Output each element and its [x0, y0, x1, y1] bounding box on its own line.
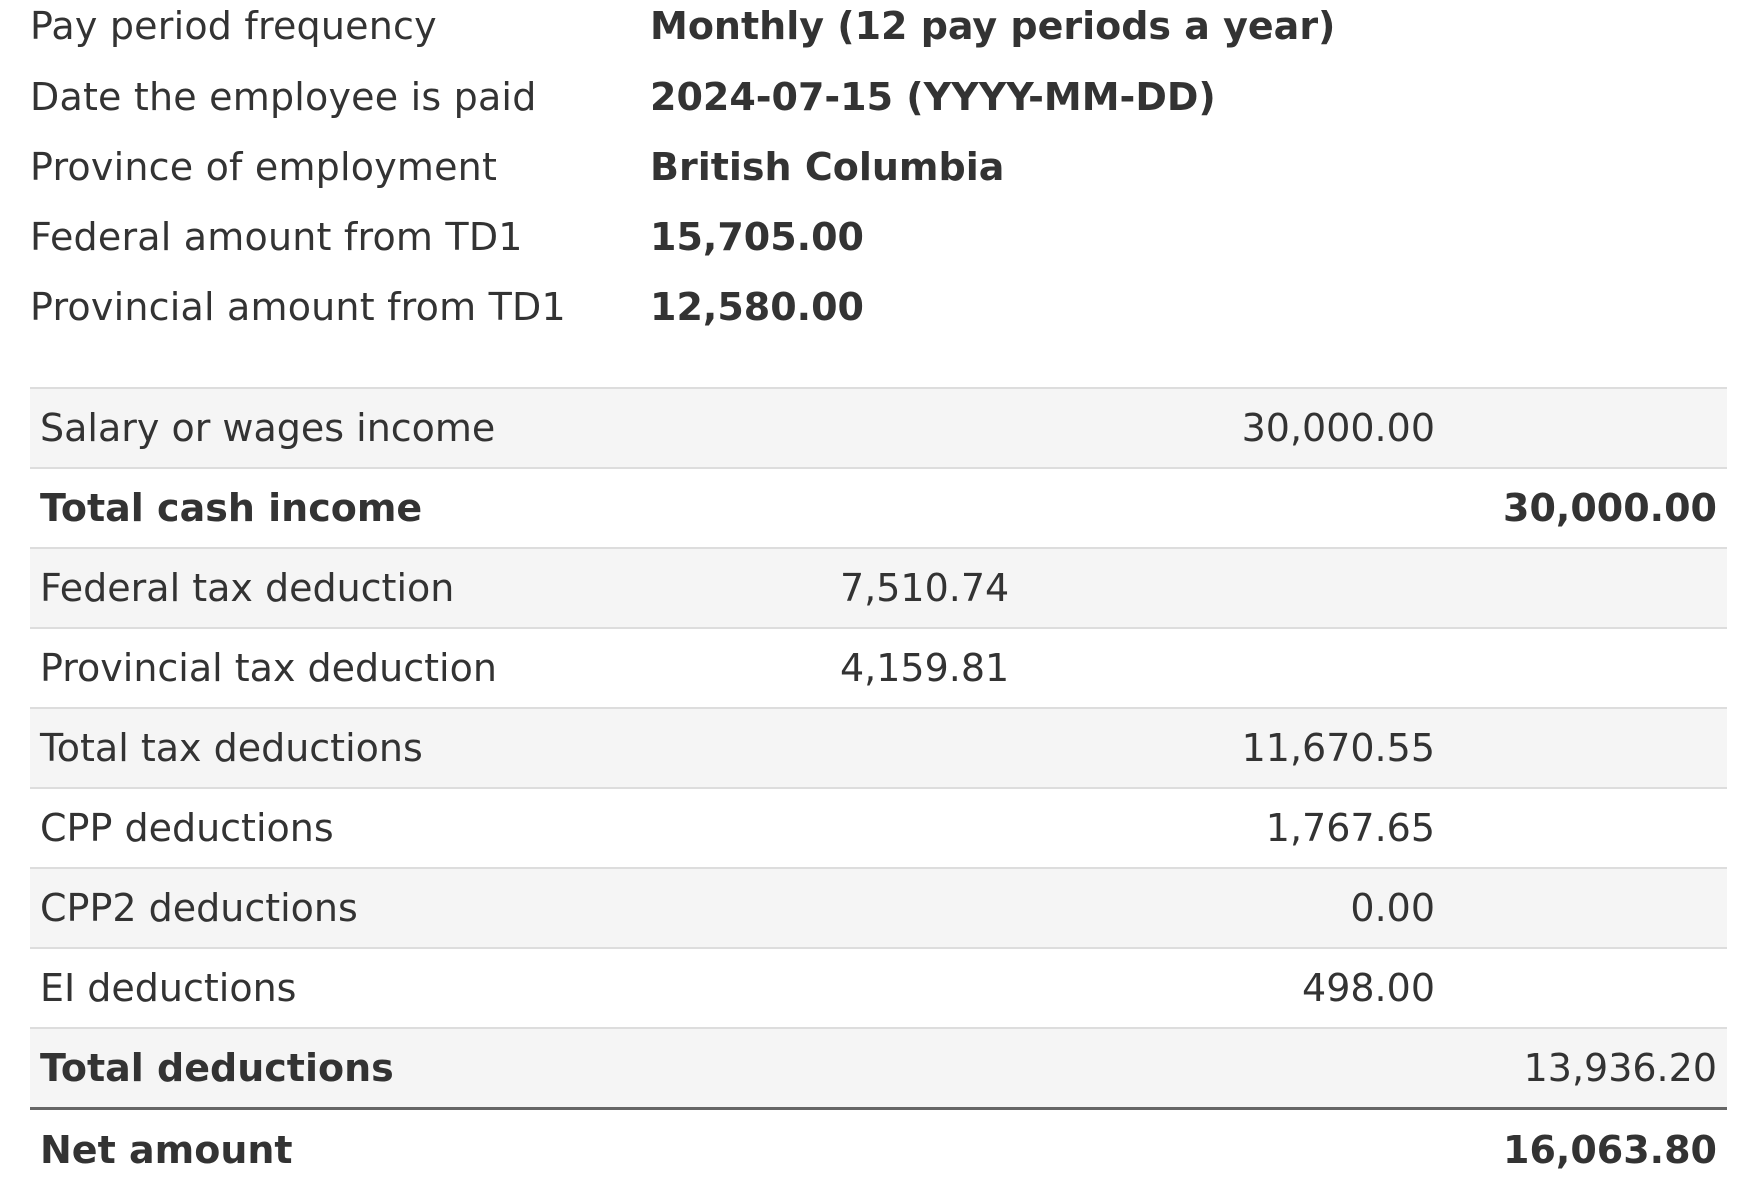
- row-amount: 498.00: [1115, 947, 1435, 1028]
- row-total: 30,000.00: [1435, 467, 1727, 548]
- row-amount: 0.00: [1115, 867, 1435, 948]
- row-label: Total cash income: [30, 467, 840, 548]
- row-subamount: [840, 867, 1115, 948]
- table-row-federal-tax: Federal tax deduction 7,510.74: [30, 547, 1727, 628]
- deductions-results-table: Salary or wages income 30,000.00 Total c…: [30, 387, 1727, 1186]
- summary-row-provincial-td1: Provincial amount from TD1 12,580.00: [30, 272, 1730, 342]
- row-amount: [1115, 1027, 1435, 1109]
- summary-value: Monthly (12 pay periods a year): [650, 4, 1336, 48]
- summary-value: 2024-07-15 (YYYY-MM-DD): [650, 75, 1216, 119]
- summary-row-province: Province of employment British Columbia: [30, 132, 1730, 202]
- table-row-total-deductions: Total deductions 13,936.20: [30, 1027, 1727, 1109]
- row-label: Federal tax deduction: [30, 547, 840, 628]
- row-total: [1435, 627, 1727, 708]
- summary-label: Date the employee is paid: [30, 75, 537, 119]
- summary-label: Federal amount from TD1: [30, 215, 523, 259]
- summary-row-pay-date: Date the employee is paid 2024-07-15 (YY…: [30, 62, 1730, 132]
- row-subamount: [840, 947, 1115, 1028]
- table-row-ei: EI deductions 498.00: [30, 947, 1727, 1028]
- summary-value: 15,705.00: [650, 215, 864, 259]
- row-total: [1435, 947, 1727, 1028]
- payroll-summary: Pay period frequency Monthly (12 pay per…: [30, 0, 1730, 342]
- summary-value: British Columbia: [650, 145, 1005, 189]
- summary-row-pay-period: Pay period frequency Monthly (12 pay per…: [30, 0, 1730, 62]
- row-total: [1435, 707, 1727, 788]
- table-row-total-cash-income: Total cash income 30,000.00: [30, 467, 1727, 548]
- table-row-provincial-tax: Provincial tax deduction 4,159.81: [30, 627, 1727, 708]
- row-total: 13,936.20: [1435, 1027, 1727, 1109]
- row-subamount: [840, 707, 1115, 788]
- row-total: [1435, 387, 1727, 468]
- table-row-cpp2: CPP2 deductions 0.00: [30, 867, 1727, 948]
- row-amount: 30,000.00: [1115, 387, 1435, 468]
- row-amount: [1115, 467, 1435, 548]
- row-subamount: [840, 387, 1115, 468]
- row-subamount: [840, 467, 1115, 548]
- summary-value: 12,580.00: [650, 285, 864, 329]
- row-label: Net amount: [30, 1107, 840, 1186]
- table-row-salary: Salary or wages income 30,000.00: [30, 387, 1727, 468]
- row-label: Salary or wages income: [30, 387, 840, 468]
- table-row-cpp: CPP deductions 1,767.65: [30, 787, 1727, 868]
- row-total: [1435, 867, 1727, 948]
- row-label: CPP2 deductions: [30, 867, 840, 948]
- row-amount: [1115, 1107, 1435, 1186]
- row-total: [1435, 547, 1727, 628]
- summary-label: Provincial amount from TD1: [30, 285, 566, 329]
- row-amount: 1,767.65: [1115, 787, 1435, 868]
- summary-label: Pay period frequency: [30, 4, 437, 48]
- row-label: EI deductions: [30, 947, 840, 1028]
- row-label: Total deductions: [30, 1027, 840, 1109]
- summary-label: Province of employment: [30, 145, 498, 189]
- row-label: Total tax deductions: [30, 707, 840, 788]
- row-amount: [1115, 547, 1435, 628]
- summary-row-federal-td1: Federal amount from TD1 15,705.00: [30, 202, 1730, 272]
- row-amount: [1115, 627, 1435, 708]
- row-total: [1435, 787, 1727, 868]
- table-row-net-amount: Net amount 16,063.80: [30, 1107, 1727, 1186]
- row-label: CPP deductions: [30, 787, 840, 868]
- row-subamount: [840, 1107, 1115, 1186]
- table-row-total-tax: Total tax deductions 11,670.55: [30, 707, 1727, 788]
- row-subamount: 7,510.74: [840, 547, 1115, 628]
- row-total: 16,063.80: [1435, 1107, 1727, 1186]
- row-label: Provincial tax deduction: [30, 627, 840, 708]
- row-amount: 11,670.55: [1115, 707, 1435, 788]
- row-subamount: 4,159.81: [840, 627, 1115, 708]
- row-subamount: [840, 1027, 1115, 1109]
- row-subamount: [840, 787, 1115, 868]
